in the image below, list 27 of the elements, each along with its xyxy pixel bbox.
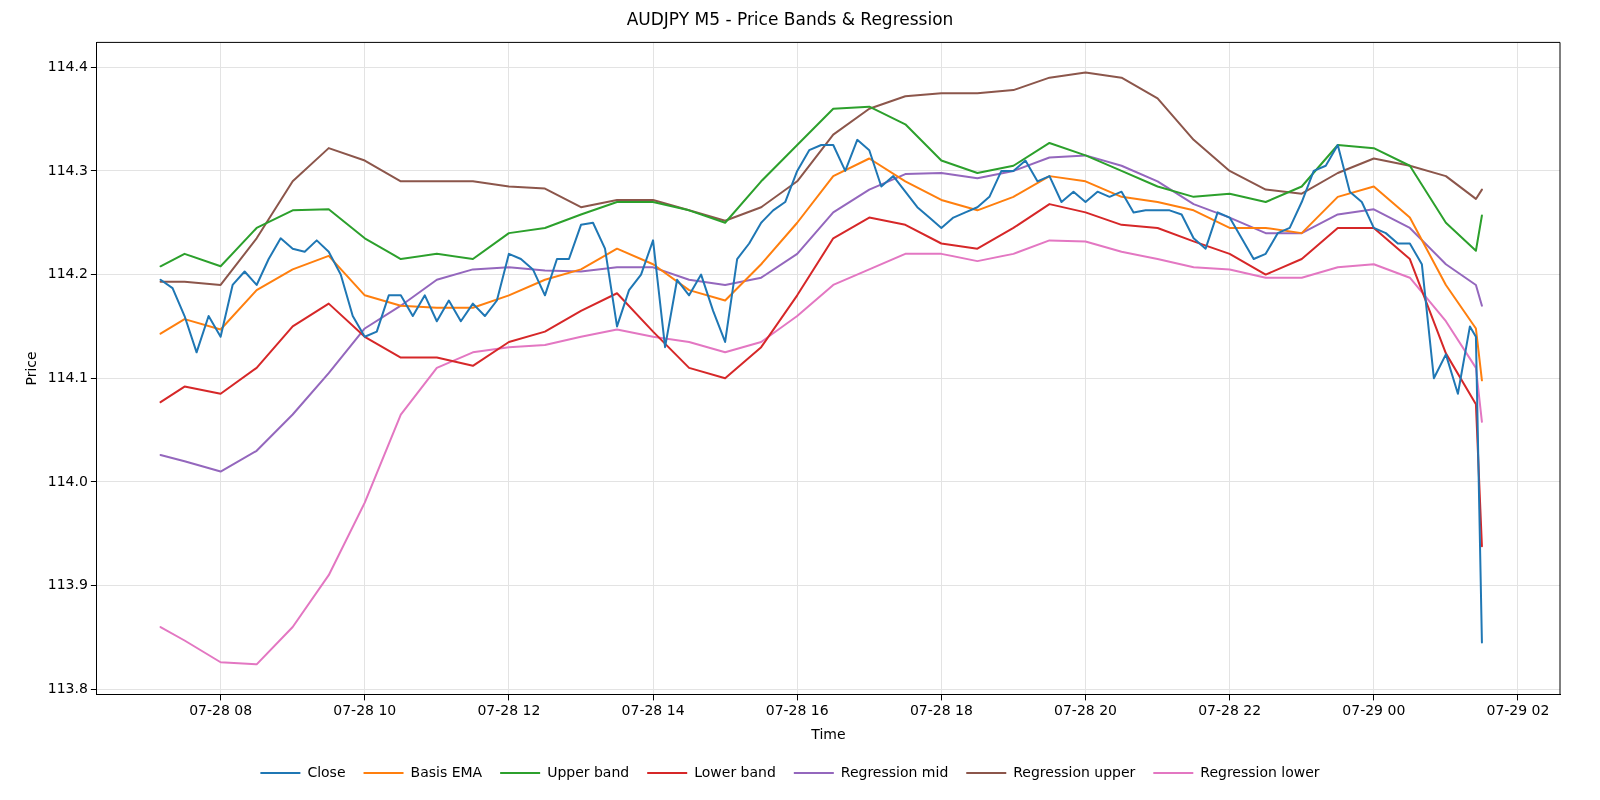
y-tick-label: 114.3	[47, 161, 88, 178]
x-tick-label: 07-28 16	[765, 702, 829, 719]
x-axis-title: Time	[810, 726, 846, 743]
x-tick-label: 07-29 02	[1486, 702, 1550, 719]
x-tick-label: 07-28 18	[909, 702, 973, 719]
y-tick-label: 114.0	[47, 472, 88, 489]
chart-title: AUDJPY M5 - Price Bands & Regression	[626, 8, 954, 29]
x-tick-label: 07-28 20	[1054, 702, 1117, 719]
y-tick-label: 113.8	[47, 679, 88, 696]
y-tick-label: 114.4	[47, 57, 88, 74]
x-tick-label: 07-28 22	[1198, 702, 1262, 719]
legend-label: Lower band	[694, 763, 776, 780]
y-tick-label: 114.2	[47, 265, 88, 282]
legend-label: Regression upper	[1013, 763, 1136, 780]
legend-label: Regression mid	[840, 763, 949, 780]
legend-label: Regression lower	[1200, 763, 1320, 780]
legend-label: Basis EMA	[410, 763, 483, 780]
x-tick-label: 07-29 00	[1342, 702, 1406, 719]
legend-label: Close	[307, 763, 346, 780]
y-tick-label: 113.9	[47, 576, 88, 593]
x-tick-label: 07-28 14	[621, 702, 685, 719]
y-axis-title: Price	[23, 351, 40, 386]
y-tick-label: 114.1	[47, 368, 88, 385]
x-tick-label: 07-28 12	[477, 702, 541, 719]
x-tick-label: 07-28 10	[333, 702, 397, 719]
legend-label: Upper band	[547, 763, 630, 780]
x-tick-label: 07-28 08	[189, 702, 253, 719]
